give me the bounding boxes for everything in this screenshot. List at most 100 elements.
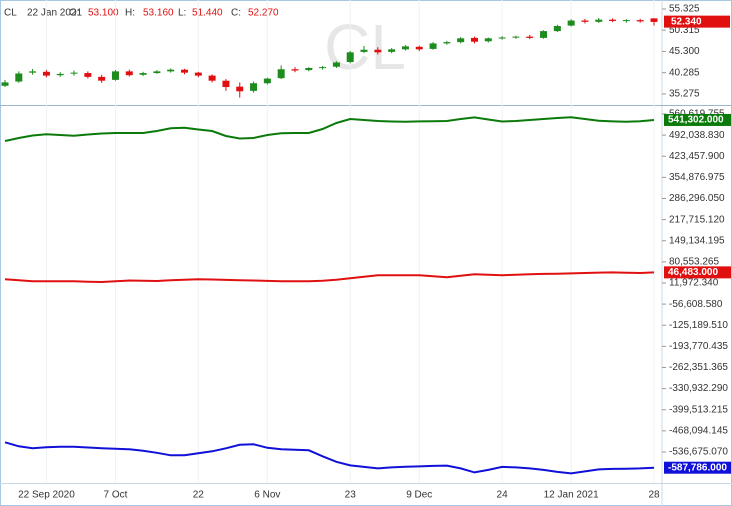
candle-body	[498, 37, 506, 39]
candle-body	[443, 42, 451, 44]
watermark: CL	[324, 11, 406, 83]
y-tick-label: -536,675.070	[669, 447, 728, 458]
y-tick-label: -262,351.365	[669, 362, 728, 373]
y-tick-label: -468,094.145	[669, 425, 728, 436]
candle-body	[567, 20, 575, 26]
candle-body	[167, 69, 175, 72]
x-tick-label: 24	[497, 490, 509, 501]
candle-body	[139, 73, 147, 75]
y-tick-label: 55.325	[669, 4, 700, 15]
y-tick-label: 50.315	[669, 25, 700, 36]
candle-body	[415, 46, 423, 50]
ohlc-key: C:	[231, 8, 241, 19]
y-tick-label: -125,189.510	[669, 320, 728, 331]
x-tick-label: 22 Sep 2020	[18, 490, 75, 501]
candle-body	[277, 69, 285, 79]
candle-body	[595, 19, 603, 22]
candle-body	[526, 36, 534, 38]
x-tick-label: 12 Jan 2021	[544, 490, 599, 501]
y-tick-label: 492,038.830	[669, 130, 725, 141]
series-line	[4, 271, 655, 284]
candle-body	[181, 69, 189, 73]
y-tick-label: -399,513.215	[669, 404, 728, 415]
candle-body	[70, 72, 78, 74]
candle-body	[319, 67, 327, 69]
candle-body	[360, 49, 368, 52]
candle-body	[291, 69, 299, 71]
y-tick-label: 286,296.050	[669, 193, 725, 204]
candle-body	[388, 49, 396, 52]
y-tick-label: 217,715.120	[669, 214, 725, 225]
series-line	[4, 441, 655, 475]
value-tag	[664, 266, 731, 279]
y-tick-label: 354,876.975	[669, 172, 725, 183]
candle-body	[540, 31, 548, 38]
value-tag-label: 541,302.000	[668, 115, 724, 126]
candle-body	[194, 72, 202, 76]
candle-body	[346, 52, 354, 63]
candle-body	[470, 37, 478, 42]
value-tag-label: 46,483.000	[668, 267, 718, 278]
candle-body	[305, 67, 313, 71]
ohlc-key: O:	[69, 8, 80, 19]
candle-body	[332, 62, 340, 67]
x-tick-label: 23	[345, 490, 357, 501]
candle-body	[512, 36, 520, 38]
candle-body	[609, 19, 617, 21]
value-tag	[664, 113, 731, 126]
y-tick-label: 80,553.265	[669, 257, 719, 268]
candle-body	[374, 49, 382, 53]
candle-body	[1, 82, 9, 86]
candle-body	[429, 43, 437, 49]
ohlc-key: H:	[125, 8, 135, 19]
candle-body	[208, 75, 216, 81]
candle-body	[222, 80, 230, 88]
candle-body	[457, 38, 465, 43]
candle-body	[650, 18, 658, 22]
candle-body	[42, 71, 50, 76]
y-tick-label: 423,457.900	[669, 151, 725, 162]
y-tick-label: -193,770.435	[669, 341, 728, 352]
candle-body	[401, 46, 409, 50]
candle-body	[581, 20, 589, 22]
candle-body	[84, 73, 92, 77]
ohlc-value: 53.100	[88, 8, 119, 19]
y-tick-label: 35.275	[669, 89, 700, 100]
y-tick-label: 45.300	[669, 46, 700, 57]
candle-body	[622, 20, 630, 22]
y-tick-label: -330,932.290	[669, 383, 728, 394]
candle-body	[15, 73, 23, 82]
ohlc-value: 52.270	[248, 8, 279, 19]
symbol: CL	[4, 8, 17, 19]
candle-body	[56, 73, 64, 76]
y-tick-label: -56,608.580	[669, 299, 723, 310]
candle-body	[250, 83, 258, 91]
candle-body	[553, 26, 561, 32]
ohlc-value: 51.440	[192, 8, 223, 19]
x-tick-label: 7 Oct	[104, 490, 128, 501]
date: 22 Jan 2021	[27, 8, 82, 19]
x-tick-label: 28	[648, 490, 660, 501]
candle-body	[29, 71, 37, 73]
candle-body	[125, 71, 133, 76]
candle-body	[484, 38, 492, 42]
candle-body	[636, 20, 644, 22]
candle-body	[153, 71, 161, 74]
ohlc-value: 53.160	[143, 8, 174, 19]
header: CL 22 Jan 2021	[4, 8, 82, 19]
y-tick-label: 149,134.195	[669, 235, 725, 246]
x-tick-label: 6 Nov	[254, 490, 280, 501]
candle-body	[236, 86, 244, 92]
x-tick-label: 9 Dec	[406, 490, 432, 501]
candle-body	[98, 76, 106, 81]
ohlc-key: L:	[178, 8, 186, 19]
candle-body	[111, 71, 119, 80]
price-tag	[664, 15, 730, 28]
y-tick-label: 40.285	[669, 67, 700, 78]
candle-body	[263, 78, 271, 84]
series-line	[4, 116, 655, 142]
x-tick-label: 22	[193, 490, 205, 501]
value-tag	[664, 461, 731, 474]
